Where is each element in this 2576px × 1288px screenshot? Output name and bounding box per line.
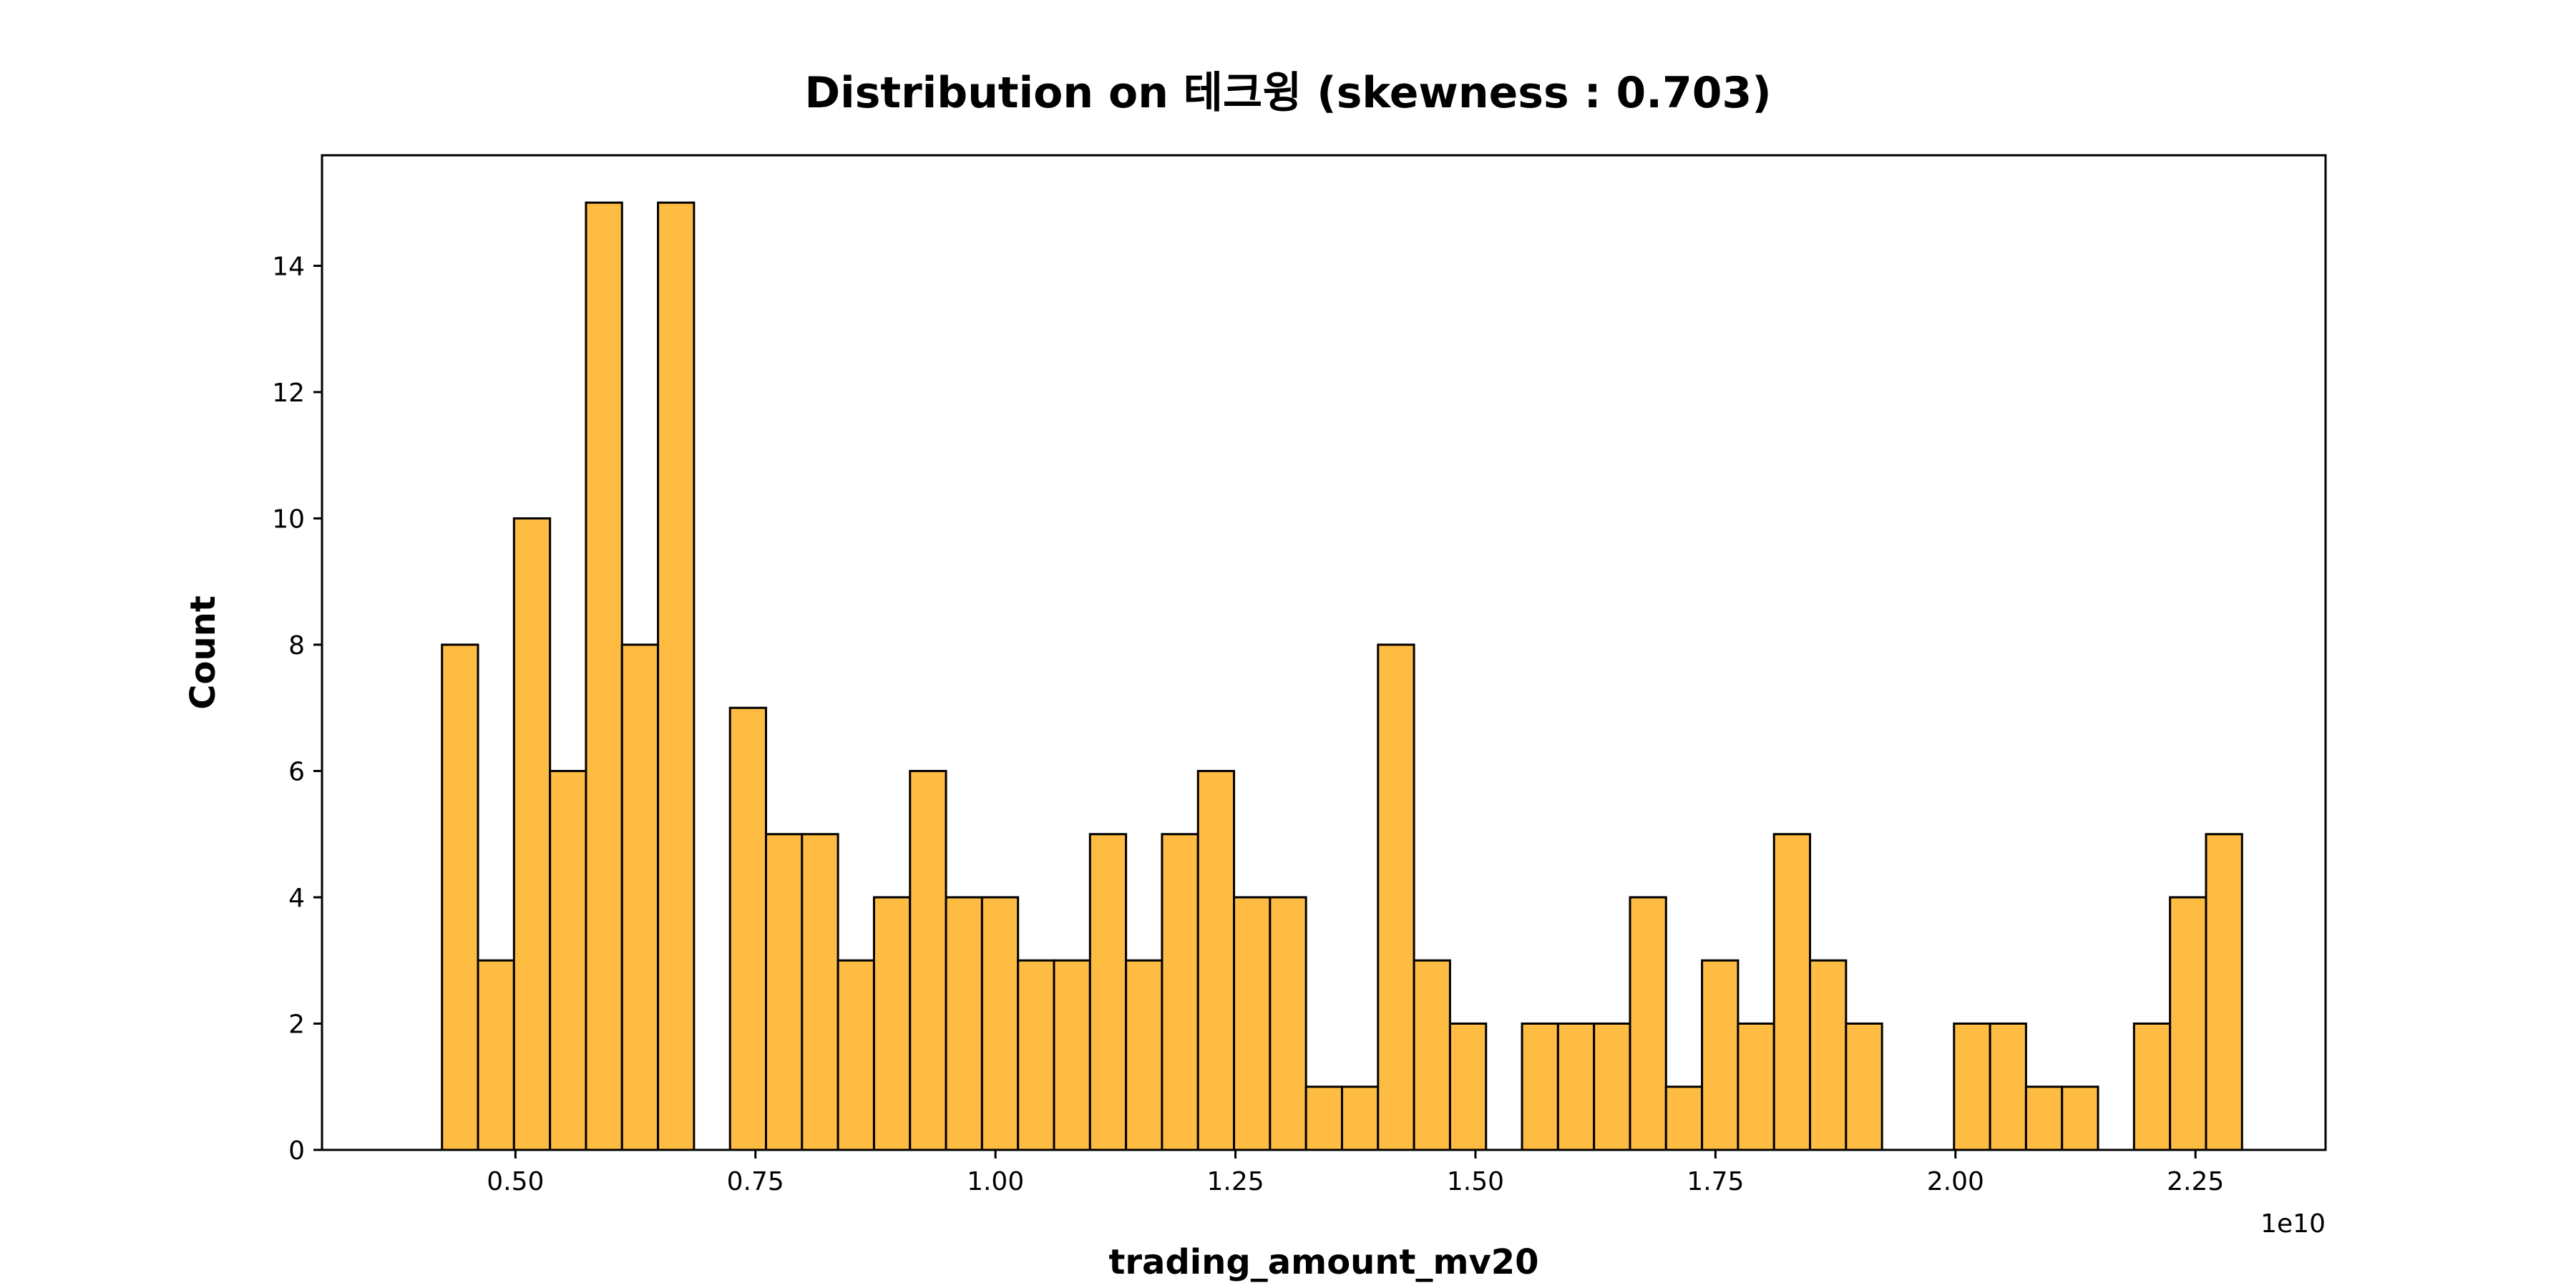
x-axis-offset-label: 1e10 bbox=[2260, 1209, 2326, 1239]
histogram-bar bbox=[1413, 959, 1451, 1151]
x-axis-ticks: 0.50 0.75 1.00 1.25 1.50 1.75 2.00 2.25 bbox=[487, 1150, 2224, 1196]
histogram-bar bbox=[1125, 959, 1163, 1151]
histogram-bar bbox=[1772, 833, 1812, 1151]
histogram-bar bbox=[1521, 1022, 1559, 1151]
histogram-bar bbox=[1845, 1022, 1883, 1151]
histogram-bar bbox=[1161, 833, 1199, 1151]
histogram-bar bbox=[2169, 896, 2207, 1151]
y-tick-label: 10 bbox=[272, 504, 305, 534]
histogram-bar bbox=[1233, 896, 1272, 1151]
histogram-bar bbox=[836, 959, 875, 1151]
y-tick-label: 0 bbox=[288, 1136, 305, 1166]
x-tick-label: 1.25 bbox=[1206, 1167, 1264, 1196]
histogram-bar bbox=[585, 201, 623, 1151]
histogram-bar bbox=[1088, 833, 1128, 1151]
histogram-bar bbox=[549, 769, 587, 1151]
histogram-bar bbox=[477, 959, 515, 1151]
histogram-bar bbox=[1664, 1085, 1704, 1151]
histogram-bar bbox=[1989, 1022, 2027, 1151]
x-tick-label: 2.25 bbox=[2167, 1167, 2224, 1196]
x-tick-label: 1.50 bbox=[1447, 1167, 1504, 1196]
histogram-bars bbox=[441, 201, 2243, 1151]
x-tick-label: 1.75 bbox=[1687, 1167, 1744, 1196]
y-tick-label: 14 bbox=[272, 252, 305, 281]
y-tick-label: 6 bbox=[288, 757, 305, 786]
histogram-bar bbox=[1017, 959, 1055, 1151]
histogram-bar bbox=[1269, 896, 1307, 1151]
chart-title: Distribution on 테크윙 (skewness : 0.703) bbox=[804, 68, 1771, 118]
y-axis-ticks: 0 2 4 6 8 10 12 14 bbox=[272, 252, 322, 1166]
histogram-bar bbox=[1593, 1022, 1631, 1151]
x-tick-label: 2.00 bbox=[1927, 1167, 1984, 1196]
histogram-bar bbox=[1701, 959, 1740, 1151]
histogram-bar bbox=[801, 833, 839, 1151]
histogram-bar bbox=[1304, 1085, 1343, 1151]
histogram-bar bbox=[1053, 959, 1091, 1151]
x-axis-label: trading_amount_mv20 bbox=[1108, 1242, 1538, 1282]
histogram-bar bbox=[2132, 1022, 2172, 1151]
histogram-bar bbox=[728, 706, 768, 1151]
histogram-bar bbox=[909, 769, 947, 1151]
histogram-bar bbox=[1809, 959, 1848, 1151]
histogram-bar bbox=[1448, 1022, 1488, 1151]
histogram-bar bbox=[2205, 833, 2243, 1151]
histogram-bar bbox=[980, 896, 1020, 1151]
histogram-bar bbox=[1629, 896, 1667, 1151]
x-tick-label: 1.00 bbox=[967, 1167, 1024, 1196]
histogram-bar bbox=[1556, 1022, 1596, 1151]
histogram-bar bbox=[1196, 769, 1236, 1151]
y-tick-label: 2 bbox=[288, 1010, 305, 1039]
histogram-bar bbox=[765, 833, 804, 1151]
histogram-bar bbox=[620, 643, 660, 1151]
y-tick-label: 12 bbox=[272, 379, 305, 408]
histogram-bar bbox=[1737, 1022, 1775, 1151]
histogram-bar bbox=[2061, 1085, 2099, 1151]
histogram-bar bbox=[872, 896, 912, 1151]
x-tick-label: 0.50 bbox=[487, 1167, 544, 1196]
histogram-bar bbox=[1340, 1085, 1380, 1151]
y-tick-label: 8 bbox=[288, 631, 305, 660]
histogram-bar bbox=[2024, 1085, 2064, 1151]
histogram-bar bbox=[657, 201, 696, 1151]
histogram-bar bbox=[512, 517, 552, 1151]
plot-frame bbox=[321, 154, 2327, 1151]
histogram-bar bbox=[945, 896, 983, 1151]
histogram-bar bbox=[1377, 643, 1415, 1151]
histogram-bar bbox=[441, 643, 479, 1151]
x-tick-label: 0.75 bbox=[727, 1167, 784, 1196]
y-axis-label: Count bbox=[183, 595, 223, 710]
histogram-bar bbox=[1953, 1022, 1991, 1151]
y-tick-label: 4 bbox=[288, 884, 305, 913]
